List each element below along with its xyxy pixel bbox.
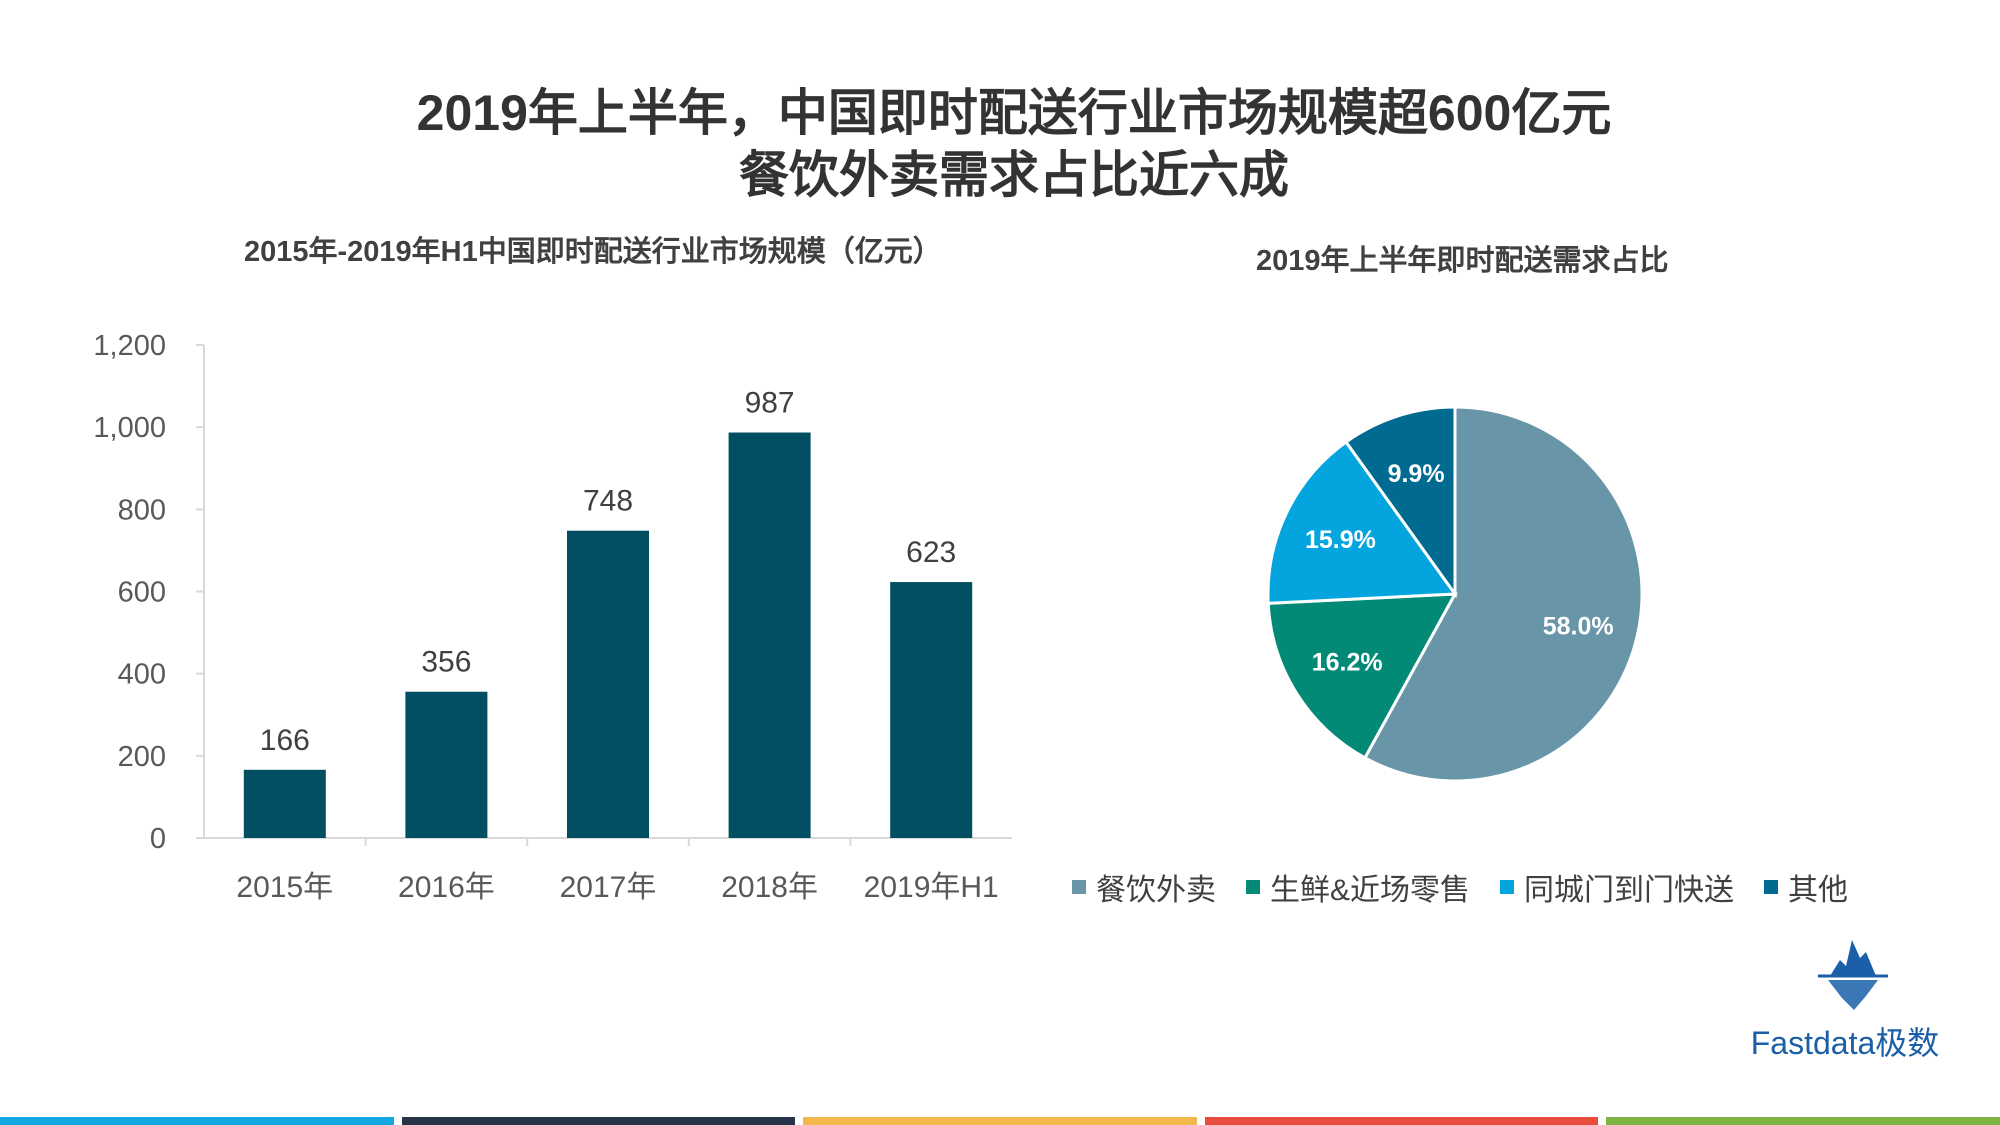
main-title-line2: 餐饮外卖需求占比近六成 xyxy=(739,147,1289,203)
legend-item: 餐饮外卖 xyxy=(1072,865,1216,909)
legend-item: 其他 xyxy=(1764,865,1848,909)
legend-item: 同城门到门快送 xyxy=(1500,865,1734,909)
x-tick-label: 2016年 xyxy=(398,871,495,904)
logo-text: Fastdata极数 xyxy=(1750,1025,1940,1061)
pie-value-label: 15.9% xyxy=(1305,526,1376,554)
bottom-bar-segment xyxy=(803,1117,1197,1125)
x-tick-label: 2018年 xyxy=(721,871,818,904)
legend-label: 餐饮外卖 xyxy=(1096,874,1216,907)
y-tick-label: 1,000 xyxy=(93,412,166,444)
bar-value-label: 166 xyxy=(260,724,310,757)
y-tick-label: 400 xyxy=(118,659,166,691)
x-tick-label: 2017年 xyxy=(560,871,657,904)
iceberg-logo-icon xyxy=(1818,940,1888,1010)
main-title-line1: 2019年上半年，中国即时配送行业市场规模超600亿元 xyxy=(416,85,1612,141)
pie-slice xyxy=(1362,405,1644,783)
legend-label: 生鲜&近场零售 xyxy=(1270,874,1471,907)
legend-swatch xyxy=(1500,880,1515,894)
x-tick-label: 2019年H1 xyxy=(864,871,999,904)
y-tick-label: 200 xyxy=(118,741,166,773)
y-tick-label: 800 xyxy=(118,494,166,526)
y-tick-label: 0 xyxy=(150,823,166,855)
pie-value-label: 9.9% xyxy=(1388,460,1445,488)
bar-chart-title: 2015年-2019年H1中国即时配送行业市场规模（亿元） xyxy=(244,236,942,268)
pie-slice xyxy=(1266,592,1458,760)
legend-swatch xyxy=(1072,880,1086,894)
bar-value-label: 748 xyxy=(583,485,633,518)
legend-item: 生鲜&近场零售 xyxy=(1246,865,1470,909)
bar xyxy=(405,691,488,838)
bottom-bar-segment xyxy=(0,1117,394,1125)
bar xyxy=(243,769,326,838)
pie-value-label: 58.0% xyxy=(1543,613,1614,641)
brand-logo: Fastdata极数 xyxy=(1730,934,1960,1064)
pie-slice xyxy=(1266,439,1458,605)
bar-value-label: 623 xyxy=(906,536,956,569)
pie-chart-title: 2019年上半年即时配送需求占比 xyxy=(1256,245,1669,277)
bar-value-label: 356 xyxy=(421,646,471,679)
bottom-color-bar xyxy=(0,1117,2000,1125)
legend-label: 其他 xyxy=(1788,874,1849,907)
main-title: 2019年上半年，中国即时配送行业市场规模超600亿元 餐饮外卖需求占比近六成 xyxy=(0,82,2000,206)
x-tick-label: 2015年 xyxy=(236,871,333,904)
pie-legend: 餐饮外卖 生鲜&近场零售 同城门到门快送 其他 xyxy=(1072,867,1848,907)
bar xyxy=(728,432,811,838)
legend-swatch xyxy=(1246,880,1260,894)
legend-label: 同城门到门快送 xyxy=(1524,874,1735,907)
y-tick-label: 600 xyxy=(118,577,166,609)
bar xyxy=(567,530,649,838)
bar-value-label: 987 xyxy=(745,387,795,420)
y-tick-label: 1,200 xyxy=(93,330,166,362)
pie-value-label: 16.2% xyxy=(1312,648,1383,676)
bar xyxy=(890,582,973,838)
bottom-bar-segment xyxy=(1606,1117,2000,1125)
bottom-bar-segment xyxy=(401,1117,796,1125)
legend-swatch xyxy=(1764,880,1779,894)
pie-slice xyxy=(1343,405,1457,599)
bottom-bar-segment xyxy=(1204,1117,1599,1125)
